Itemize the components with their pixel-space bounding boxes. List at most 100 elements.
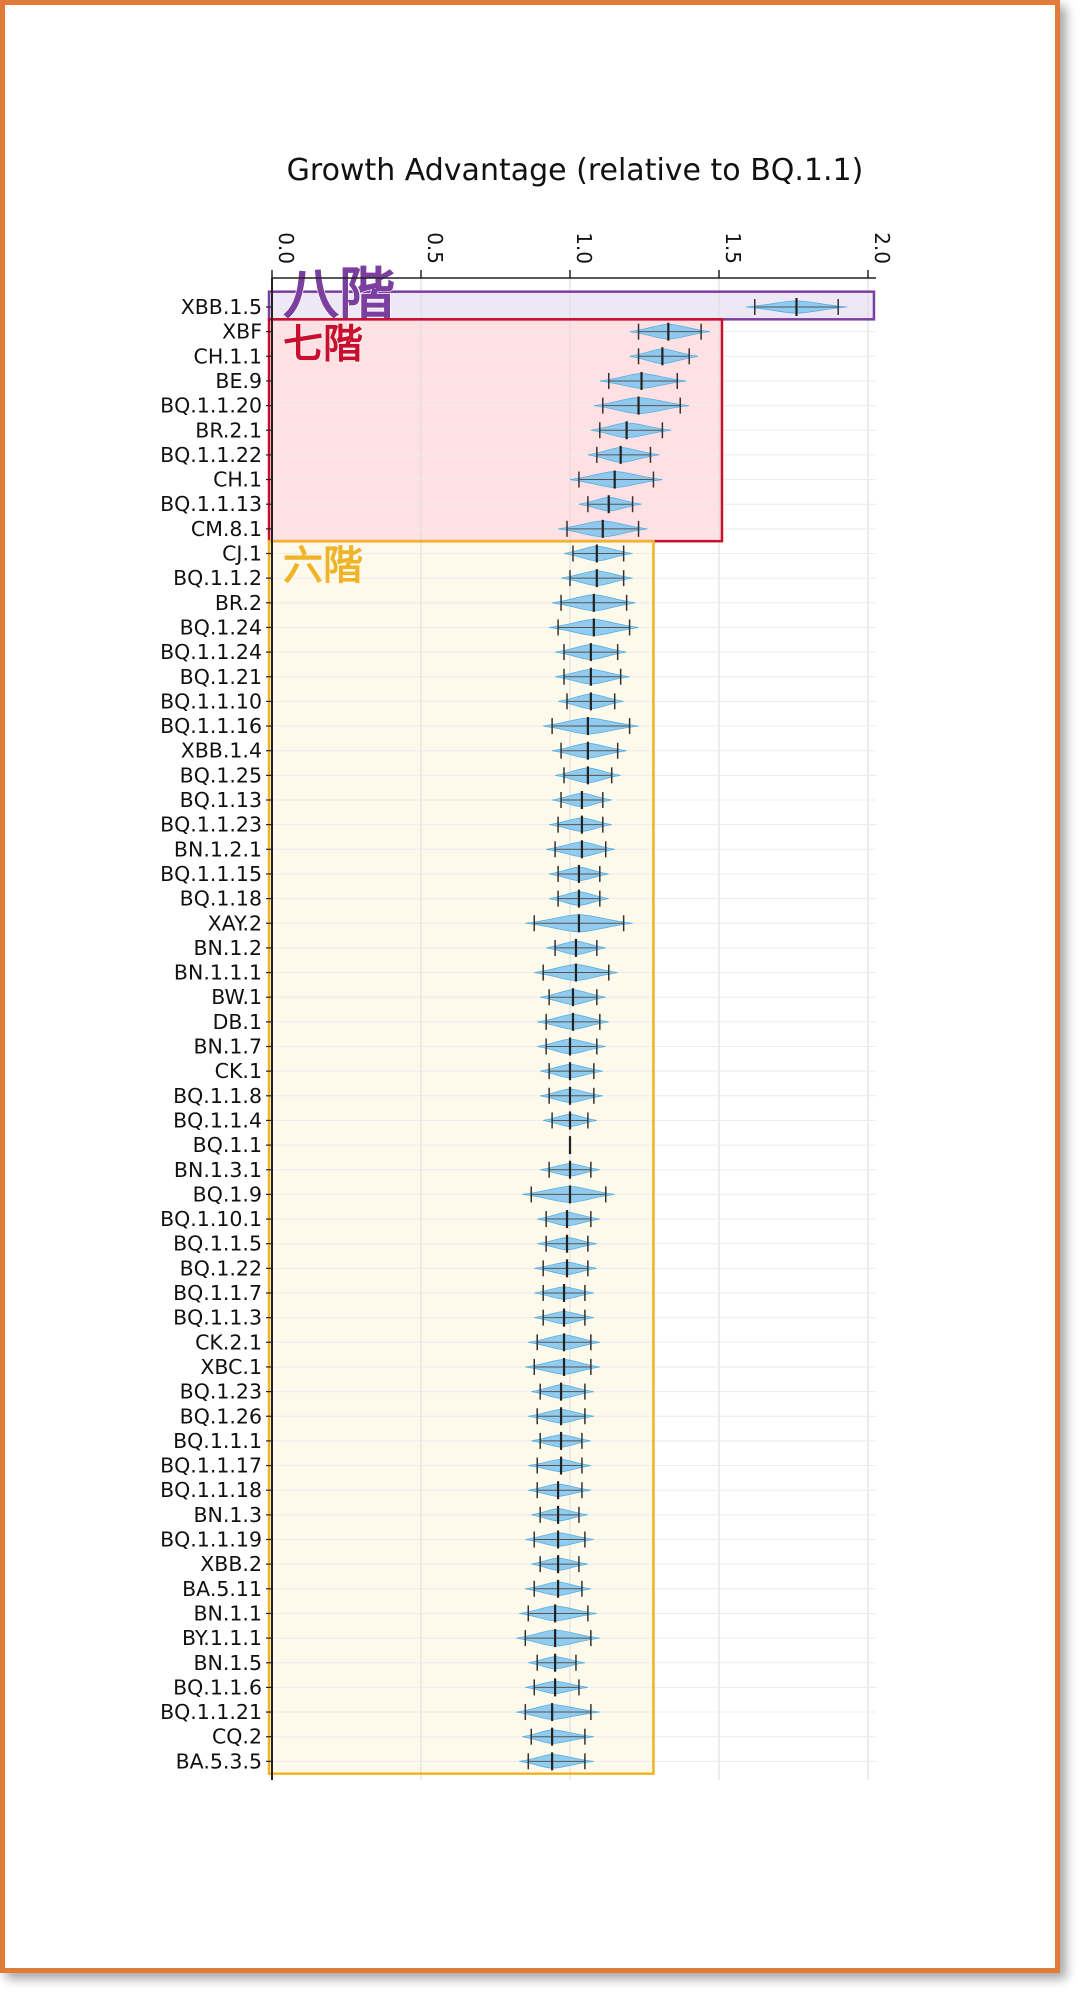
violin-XBB.2 (531, 1555, 588, 1574)
violin-CH.1.1 (629, 347, 699, 366)
image-frame (0, 0, 1060, 1973)
y-tick-label: BQ.1.18 (180, 887, 262, 911)
violin-CQ.2 (522, 1727, 594, 1746)
y-tick-label: BQ.1.1.5 (173, 1232, 262, 1256)
y-tick-label: BQ.1.1.8 (173, 1084, 262, 1108)
y-tick-label: CJ.1 (222, 542, 262, 566)
y-tick-label: BN.1.3.1 (174, 1158, 262, 1182)
tier-label-2: 七階 (283, 320, 363, 367)
violin-BN.1.3.1 (540, 1160, 600, 1179)
y-tick-label: CK.2.1 (195, 1330, 262, 1354)
y-tick-label: BN.1.7 (193, 1035, 262, 1059)
violin-CJ.1 (563, 544, 633, 563)
x-tick-label: 1.5 (721, 232, 745, 264)
y-tick-label: CH.1 (213, 468, 262, 492)
violin-CH.1 (569, 470, 663, 489)
y-tick-label: BQ.1.1.7 (173, 1281, 262, 1305)
y-tick-label: DB.1 (213, 1010, 262, 1034)
y-tick-label: BQ.1.1.1 (173, 1429, 262, 1453)
y-tick-label: BN.1.2 (193, 936, 262, 960)
tier-label-3: 六階 (283, 542, 363, 589)
violin-BQ.1.18 (549, 889, 609, 908)
y-tick-label: BN.1.2.1 (174, 837, 262, 861)
violin-BR.2 (552, 593, 636, 612)
violin-BQ.1.9 (522, 1185, 615, 1204)
violin-BE.9 (599, 371, 687, 390)
violin-BQ.1.1.22 (587, 445, 660, 464)
y-tick-label: BQ.1.10.1 (160, 1207, 262, 1231)
violin-BQ.1.1.4 (543, 1111, 597, 1130)
violin-BQ.1.1.20 (593, 396, 690, 415)
y-tick-label: BA.5.11 (182, 1577, 262, 1601)
x-tick-label: 0.0 (274, 232, 298, 264)
violin-BQ.1.1.13 (578, 495, 642, 514)
axes: 0.0 0.5 1.0 1.5 2.0XBB.1.5XBFCH.1.1BE.9BQ.1.… (160, 232, 894, 1780)
violin-BQ.1.1.3 (534, 1308, 594, 1327)
y-tick-label: BQ.1.21 (180, 665, 262, 689)
violin-BQ.1.1.6 (525, 1678, 588, 1697)
y-tick-label: BQ.1.25 (180, 763, 262, 787)
violin-BN.1.2 (546, 938, 606, 957)
y-tick-label: BQ.1.1.21 (160, 1700, 262, 1724)
y-tick-label: BQ.1.24 (180, 615, 262, 639)
y-tick-label: BN.1.1 (193, 1601, 262, 1625)
violin-BQ.1.1.10 (558, 692, 624, 711)
violin-BN.1.1.1 (534, 963, 618, 982)
y-tick-label: BQ.1.23 (180, 1380, 262, 1404)
violin-series (516, 298, 848, 1771)
y-tick-label: BQ.1.1 (193, 1133, 262, 1157)
y-tick-label: BQ.1.1.2 (173, 566, 262, 590)
violin-XAY.2 (525, 914, 633, 933)
violin-BQ.1.13 (552, 791, 612, 809)
y-tick-label: BQ.1.1.24 (160, 640, 262, 664)
violin-BQ.1.1.23 (549, 815, 612, 834)
y-tick-label: BN.1.1.1 (174, 961, 262, 985)
y-tick-label: BW.1 (211, 985, 262, 1009)
y-tick-label: CM.8.1 (191, 517, 262, 541)
y-tick-label: BQ.1.26 (180, 1404, 262, 1428)
violin-CK.2.1 (528, 1333, 600, 1352)
y-tick-label: BQ.1.9 (193, 1182, 262, 1206)
x-tick-label: 1.0 (572, 232, 596, 264)
violin-BN.1.2.1 (546, 840, 615, 859)
violin-BQ.1.1.1 (531, 1431, 591, 1450)
violin-BA.5.3.5 (519, 1752, 594, 1771)
y-tick-label: BE.9 (215, 369, 262, 393)
y-tick-label: BQ.1.1.13 (160, 492, 262, 516)
x-tick-label: 0.5 (423, 232, 447, 264)
y-tick-label: XBB.2 (200, 1552, 262, 1576)
y-tick-label: BN.1.5 (193, 1651, 262, 1675)
violin-XBB.1.4 (552, 741, 627, 760)
violin-BW.1 (540, 988, 606, 1007)
y-tick-label: BY.1.1.1 (182, 1626, 262, 1650)
chart-title: Growth Advantage (relative to BQ.1.1) (287, 153, 864, 188)
violin-BR.2.1 (590, 421, 672, 440)
violin-BN.1.7 (537, 1037, 606, 1056)
y-tick-label: BQ.1.1.19 (160, 1528, 262, 1552)
y-tick-label: BR.2.1 (195, 418, 262, 442)
y-tick-label: BN.1.3 (193, 1503, 262, 1527)
y-tick-label: XBB.1.4 (181, 739, 262, 763)
violin-BN.1.3 (531, 1505, 588, 1524)
violin-BY.1.1.1 (516, 1629, 600, 1648)
violin-BQ.1.1.19 (525, 1530, 594, 1549)
y-tick-label: BQ.1.1.4 (173, 1108, 262, 1132)
y-tick-label: XBF (222, 320, 262, 344)
y-tick-label: BQ.1.13 (180, 788, 262, 812)
tier-label-1: 八階 (283, 262, 395, 328)
violin-XBF (629, 322, 711, 341)
violin-BQ.1.1.16 (543, 717, 639, 736)
violin-XBB.1.5 (745, 298, 848, 316)
y-tick-label: BQ.1.1.10 (160, 689, 262, 713)
x-tick-label: 2.0 (870, 232, 894, 264)
violin-BQ.1.1.24 (555, 643, 627, 662)
y-tick-label: BQ.1.1.18 (160, 1478, 262, 1502)
y-tick-label: CQ.2 (212, 1725, 262, 1749)
y-tick-label: BQ.1.1.3 (173, 1306, 262, 1330)
y-tick-label: BQ.1.1.16 (160, 714, 262, 738)
y-tick-label: BQ.1.1.15 (160, 862, 262, 886)
violin-BQ.1.1.17 (528, 1456, 591, 1475)
y-tick-label: XAY.2 (208, 911, 262, 935)
